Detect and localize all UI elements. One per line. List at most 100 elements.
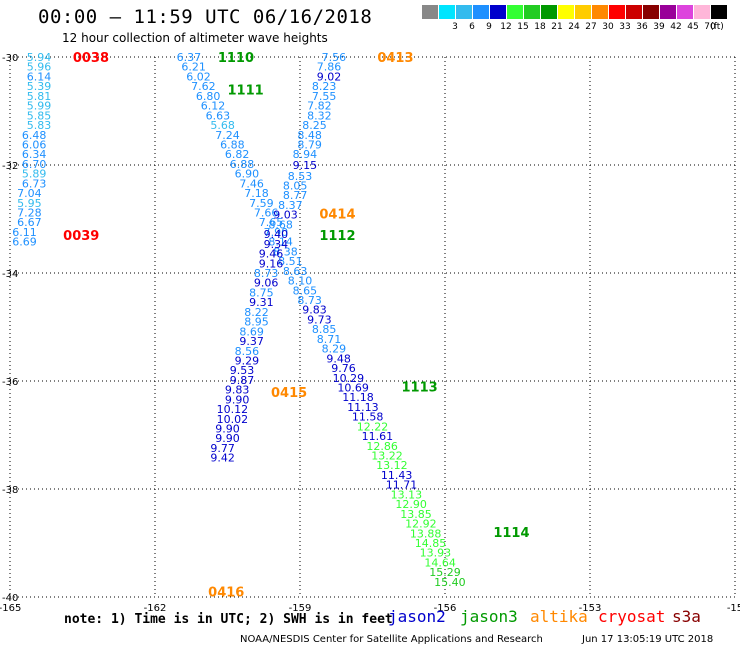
swh-value-label: 6.82 — [225, 148, 250, 161]
legend-cryosat: cryosat — [598, 607, 666, 626]
swh-value-label: 7.65 — [259, 216, 284, 229]
pass-number-label: 0038 — [73, 51, 109, 66]
colorbar-swatch — [660, 5, 676, 19]
swh-value-label: 9.06 — [254, 277, 279, 290]
colorbar-swatch — [592, 5, 608, 19]
swh-value-label: 5.99 — [27, 100, 52, 113]
swh-value-label: 8.32 — [307, 109, 332, 122]
colorbar-swatch — [473, 5, 489, 19]
swh-value-label: 11.13 — [347, 401, 379, 414]
swh-value-label: 9.73 — [307, 313, 332, 326]
swh-value-label: 6.80 — [196, 90, 221, 103]
swh-value-label: 6.11 — [12, 226, 37, 239]
swh-value-label: 10.69 — [337, 381, 369, 394]
swh-value-label: 9.90 — [225, 393, 250, 406]
swh-value-label: 9.76 — [331, 362, 356, 375]
swh-value-label: 8.51 — [278, 255, 303, 268]
colorbar-label: 6 — [469, 22, 475, 32]
colorbar-swatch — [677, 5, 693, 19]
chart-title: 00:00 – 11:59 UTC 06/16/2018 — [38, 6, 373, 28]
swh-value-label: 5.81 — [27, 90, 52, 103]
swh-value-label: 8.38 — [273, 245, 298, 258]
swh-value-label: 9.90 — [215, 423, 240, 436]
swh-value-label: 9.46 — [259, 248, 284, 261]
swh-value-label: 12.90 — [395, 498, 427, 511]
colorbar-swatch — [609, 5, 625, 19]
swh-value-label: 7.59 — [249, 197, 274, 210]
colorbar-swatch — [439, 5, 455, 19]
colorbar-label: 27 — [585, 22, 597, 32]
units-note: note: 1) Time is in UTC; 2) SWH is in fe… — [64, 612, 393, 627]
swh-value-label: 13.22 — [371, 450, 403, 463]
x-tick-label: -156 — [434, 603, 457, 614]
swh-value-label: 8.71 — [317, 333, 342, 346]
colorbar-swatch — [711, 5, 727, 19]
swh-value-label: 11.18 — [342, 391, 374, 404]
swh-value-label: 6.34 — [22, 148, 47, 161]
swh-value-label: 11.58 — [352, 411, 384, 424]
swh-value-label: 14.85 — [415, 537, 447, 550]
swh-value-label: 8.79 — [297, 138, 322, 151]
colorbar-label: 9 — [486, 22, 492, 32]
pass-number-label: 0413 — [377, 51, 413, 66]
swh-value-label: 6.90 — [235, 168, 260, 181]
swh-value-label: 6.88 — [230, 158, 255, 171]
swh-value-label: 5.89 — [22, 168, 47, 181]
swh-value-label: 9.83 — [225, 384, 250, 397]
colorbar-swatch — [490, 5, 506, 19]
x-tick-label: -165 — [0, 603, 21, 614]
swh-value-label: 13.85 — [400, 508, 432, 521]
swh-value-label: 6.63 — [206, 109, 231, 122]
pass-number-label: 0415 — [271, 386, 307, 401]
swh-value-label: 6.70 — [22, 158, 47, 171]
swh-value-label: 5.85 — [27, 109, 52, 122]
swh-value-label: 9.15 — [293, 159, 318, 172]
swh-value-label: 8.22 — [244, 306, 269, 319]
colorbar-label: 15 — [517, 22, 529, 32]
pass-number-label: 1113 — [402, 380, 438, 395]
colorbar-label: 45 — [687, 22, 699, 32]
y-tick-label: -38 — [2, 485, 18, 496]
colorbar-label: 12 — [500, 22, 512, 32]
generation-timestamp: Jun 17 13:05:19 UTC 2018 — [582, 634, 714, 645]
swh-value-label: 7.90 — [264, 226, 289, 239]
chart-subtitle: 12 hour collection of altimeter wave hei… — [62, 31, 328, 45]
y-tick-label: -32 — [2, 161, 18, 172]
x-tick-label: -159 — [289, 603, 312, 614]
swh-value-label: 10.29 — [333, 372, 365, 385]
swh-value-label: 6.88 — [220, 138, 245, 151]
swh-value-label: 9.16 — [259, 257, 284, 270]
swh-value-label: 6.67 — [17, 216, 42, 229]
swh-value-label: 15.29 — [429, 566, 461, 579]
swh-value-label: 13.13 — [391, 488, 423, 501]
legend-s3a: s3a — [672, 607, 701, 626]
colorbar-label: 42 — [670, 22, 682, 32]
pass-number-label: 1111 — [228, 83, 264, 98]
swh-value-label: 8.69 — [239, 325, 264, 338]
colorbar-label: 21 — [551, 22, 563, 32]
swh-value-label: 7.66 — [254, 207, 279, 220]
pass-number-label: 0414 — [319, 208, 355, 223]
swh-value-label: 6.12 — [201, 100, 226, 113]
swh-value-label: 5.94 — [27, 51, 52, 64]
swh-value-label: 9.03 — [273, 209, 298, 222]
swh-value-label: 8.48 — [297, 129, 322, 142]
colorbar-label: 30 — [602, 22, 614, 32]
swh-value-label: 9.77 — [210, 442, 235, 455]
swh-value-label: 5.83 — [27, 119, 52, 132]
x-tick-label: -15 — [727, 603, 740, 614]
swh-value-label: 6.06 — [22, 138, 47, 151]
swh-value-label: 13.12 — [376, 459, 408, 472]
swh-value-label: 11.61 — [362, 430, 394, 443]
swh-value-label: 7.28 — [17, 207, 42, 220]
swh-value-label: 9.87 — [230, 374, 255, 387]
colorbar-swatch — [558, 5, 574, 19]
swh-value-label: 8.10 — [288, 275, 313, 288]
swh-value-label: 9.02 — [317, 70, 342, 83]
swh-value-label: 9.31 — [249, 296, 274, 309]
swh-value-label: 8.73 — [254, 267, 279, 280]
swh-value-label: 5.68 — [210, 119, 235, 132]
legend-altika: altika — [530, 607, 588, 626]
swh-value-label: 8.23 — [312, 80, 337, 93]
